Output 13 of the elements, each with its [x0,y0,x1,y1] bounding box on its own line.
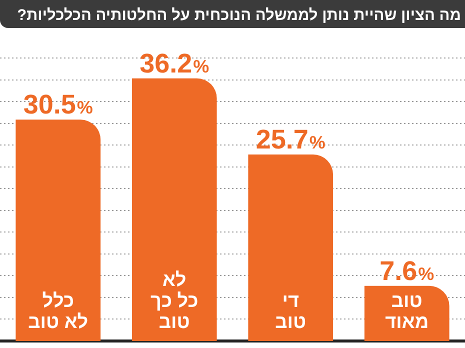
bar [132,78,217,341]
x-tick-label: טוב מאוד [385,291,429,333]
data-label: 25.7% [256,124,326,155]
bar [364,286,450,341]
x-tick-label: די טוב [275,291,306,333]
data-label: 30.5% [23,90,93,120]
bar [16,120,101,341]
data-label: 7.6% [380,256,434,286]
x-tick-label: כלל לא טוב [28,291,88,333]
chart-title: מה הציון שהיית נותן לממשלה הנוכחית על החלטותיה הכלכליות? [17,6,461,26]
bar [248,154,334,341]
data-label: 36.2% [140,48,210,78]
x-tick-label: לא כל כך טוב [150,270,198,333]
